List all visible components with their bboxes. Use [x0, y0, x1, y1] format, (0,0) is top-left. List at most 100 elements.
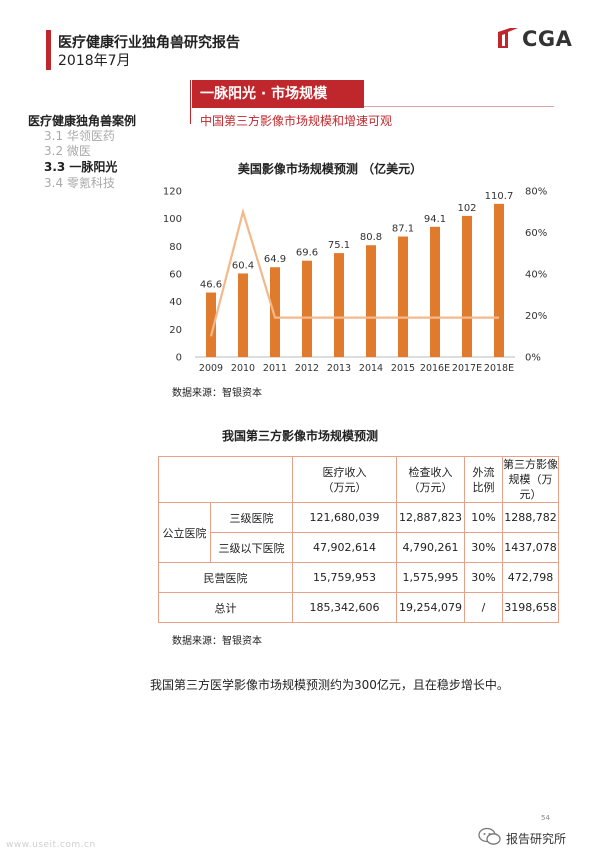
section-divider-vertical: [190, 80, 191, 124]
section-subtitle: 中国第三方影像市场规模和增速可观: [200, 114, 393, 128]
table-row: 公立医院 三级医院 121,680,039 12,887,823 10% 128…: [158, 502, 559, 563]
row-label: 三级医院: [210, 502, 293, 533]
cell-third: 472,798: [502, 562, 559, 593]
group-public-hospital: 公立医院: [158, 502, 211, 563]
y-right-tick-label: 40%: [525, 270, 547, 281]
report-title: 医疗健康行业独角兽研究报告: [58, 35, 240, 51]
table-header-row: 医疗收入 （万元） 检查收入 （万元） 外流 比例 第三方影像 规模（万元）: [158, 456, 559, 503]
table-title: 我国第三方影像市场规模预测: [221, 429, 378, 443]
report-date: 2018年7月: [58, 53, 131, 69]
y-left-tick-label: 120: [163, 187, 182, 198]
x-tick-label: 2015: [391, 363, 415, 374]
x-tick-label: 2010: [231, 363, 255, 374]
row-label: 民营医院: [158, 562, 293, 593]
section-title: 一脉阳光 · 市场规模: [192, 80, 364, 108]
cell-ratio: 10%: [464, 502, 503, 533]
cell-med: 47,902,614: [292, 532, 397, 563]
page-number: 54: [541, 814, 550, 822]
chart-title: 美国影像市场规模预测 （亿美元）: [237, 162, 423, 176]
chart-bar: [366, 245, 376, 357]
x-tick-label: 2009: [199, 363, 223, 374]
cell-med: 121,680,039: [292, 502, 397, 533]
cell-exam: 4,790,261: [396, 532, 465, 563]
y-left-tick-label: 0: [176, 353, 182, 364]
cell-exam: 12,887,823: [396, 502, 465, 533]
cell-exam: 1,575,995: [396, 562, 465, 593]
chart-bar: [430, 226, 440, 357]
cell-exam: 19,254,079: [396, 592, 465, 623]
header-blank-cell: [158, 456, 293, 503]
bar-data-label: 87.1: [392, 224, 414, 235]
table-row-total: 总计 185,342,606 19,254,079 / 3198,658: [158, 592, 559, 623]
nav-item-hualing[interactable]: 3.1 华领医药: [44, 129, 115, 143]
nav-item-lingke[interactable]: 3.4 零氪科技: [44, 176, 115, 190]
cell-ratio: /: [464, 592, 503, 623]
cell-ratio: 30%: [464, 532, 503, 563]
header-exam-income: 检查收入 （万元）: [396, 456, 465, 503]
cga-logo-mark-icon: [498, 28, 518, 48]
chart-source: 数据来源：智银资本: [172, 388, 262, 399]
bar-data-label: 60.4: [232, 260, 254, 271]
x-tick-label: 2012: [295, 363, 319, 374]
x-tick-label: 2013: [327, 363, 351, 374]
chart-bar: [206, 292, 216, 357]
bar-data-label: 46.6: [200, 280, 222, 291]
header-outflow-ratio: 外流 比例: [464, 456, 503, 503]
chart-bar: [302, 260, 312, 357]
cell-third: 1437,078: [502, 532, 559, 563]
cell-med: 185,342,606: [292, 592, 397, 623]
y-left-tick-label: 80: [169, 242, 182, 253]
cell-third: 1288,782: [502, 502, 559, 533]
wechat-icon: [478, 827, 501, 845]
chart-bar: [334, 253, 344, 357]
cell-med: 15,759,953: [292, 562, 397, 593]
cga-logo: CGA: [496, 26, 576, 52]
nav-item-weiyi[interactable]: 3.2 微医: [44, 144, 91, 158]
bar-data-label: 69.6: [296, 248, 318, 259]
bar-data-label: 75.1: [328, 240, 350, 251]
chart-bar: [462, 215, 472, 357]
table-source: 数据来源：智银资本: [172, 636, 262, 647]
bar-data-label: 80.8: [360, 232, 382, 243]
nav-item-yimaiyangguang[interactable]: 3.3 一脉阳光: [44, 160, 118, 174]
chart-bar: [398, 236, 408, 357]
y-left-tick-label: 40: [169, 297, 182, 308]
header-third-party-scale: 第三方影像 规模（万元）: [502, 456, 559, 503]
x-tick-label: 2017E: [452, 363, 482, 374]
y-left-tick-label: 60: [169, 270, 182, 281]
chart-bar: [238, 273, 248, 357]
us-imaging-market-chart: 0 20 40 60 80 100 120 0% 20% 40% 60% 80% 46.6 2009 60.…: [163, 187, 547, 375]
conclusion-text: 我国第三方医学影像市场规模预测约为300亿元，且在稳步增长中。: [150, 678, 509, 692]
bar-data-label: 94.1: [424, 214, 446, 225]
row-label: 总计: [158, 592, 293, 623]
y-right-tick-label: 20%: [525, 311, 547, 322]
x-tick-label: 2014: [359, 363, 383, 374]
chart-bar: [270, 267, 280, 357]
y-right-tick-label: 60%: [525, 228, 547, 239]
table-row: 三级以下医院 47,902,614 4,790,261 30% 1437,078: [159, 532, 559, 563]
bar-data-label: 64.9: [264, 254, 286, 265]
x-tick-label: 2016E: [420, 363, 450, 374]
bar-data-label: 110.7: [485, 191, 514, 202]
chart-bar: [494, 203, 504, 357]
market-forecast-table: 医疗收入 （万元） 检查收入 （万元） 外流 比例 第三方影像 规模（万元） 公立医院 …: [158, 456, 559, 623]
x-tick-label: 2011: [263, 363, 287, 374]
table-row: 民营医院 15,759,953 1,575,995 30% 472,798: [158, 562, 559, 593]
cell-third: 3198,658: [502, 592, 559, 623]
bar-data-label: 102: [457, 203, 476, 214]
row-label: 三级以下医院: [210, 532, 293, 563]
nav-heading: 医疗健康独角兽案例: [28, 114, 137, 128]
y-right-tick-label: 0%: [525, 353, 541, 364]
header-medical-income: 医疗收入 （万元）: [292, 456, 397, 503]
y-right-tick-label: 80%: [525, 187, 547, 198]
section-divider-horizontal: [364, 106, 554, 107]
watermark-brand: 报告研究所: [506, 832, 567, 846]
watermark-url: www.useit.com.cn: [6, 840, 96, 850]
cell-ratio: 30%: [464, 562, 503, 593]
logo-text: CGA: [522, 27, 573, 51]
growth-rate-line: [209, 207, 499, 337]
y-left-tick-label: 20: [169, 325, 182, 336]
y-left-tick-label: 100: [163, 214, 182, 225]
x-tick-label: 2018E: [484, 363, 514, 374]
header-accent-bar: [46, 30, 51, 70]
